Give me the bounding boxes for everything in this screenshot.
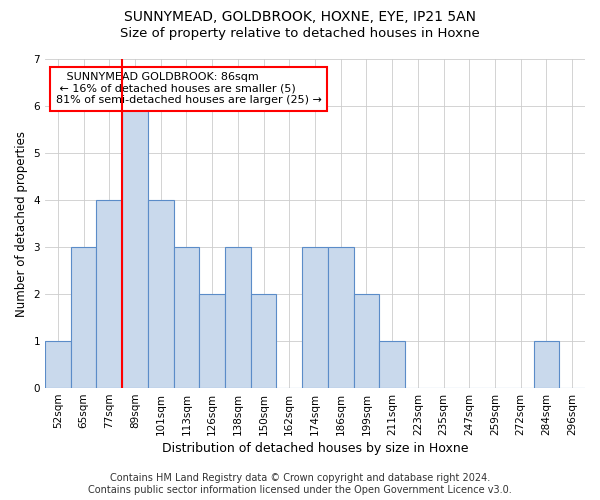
Text: SUNNYMEAD, GOLDBROOK, HOXNE, EYE, IP21 5AN: SUNNYMEAD, GOLDBROOK, HOXNE, EYE, IP21 5… [124, 10, 476, 24]
Bar [225, 247, 251, 388]
Bar [328, 247, 353, 388]
Bar [251, 294, 277, 388]
Bar [148, 200, 173, 388]
Bar [173, 247, 199, 388]
Bar [199, 294, 225, 388]
Bar [71, 247, 97, 388]
Bar [379, 341, 405, 388]
Bar [97, 200, 122, 388]
Text: Size of property relative to detached houses in Hoxne: Size of property relative to detached ho… [120, 28, 480, 40]
X-axis label: Distribution of detached houses by size in Hoxne: Distribution of detached houses by size … [162, 442, 468, 455]
Bar [45, 341, 71, 388]
Bar [122, 106, 148, 388]
Bar [533, 341, 559, 388]
Bar [353, 294, 379, 388]
Text: SUNNYMEAD GOLDBROOK: 86sqm
 ← 16% of detached houses are smaller (5)
81% of semi: SUNNYMEAD GOLDBROOK: 86sqm ← 16% of deta… [56, 72, 322, 106]
Text: Contains HM Land Registry data © Crown copyright and database right 2024.
Contai: Contains HM Land Registry data © Crown c… [88, 474, 512, 495]
Bar [302, 247, 328, 388]
Y-axis label: Number of detached properties: Number of detached properties [15, 130, 28, 316]
